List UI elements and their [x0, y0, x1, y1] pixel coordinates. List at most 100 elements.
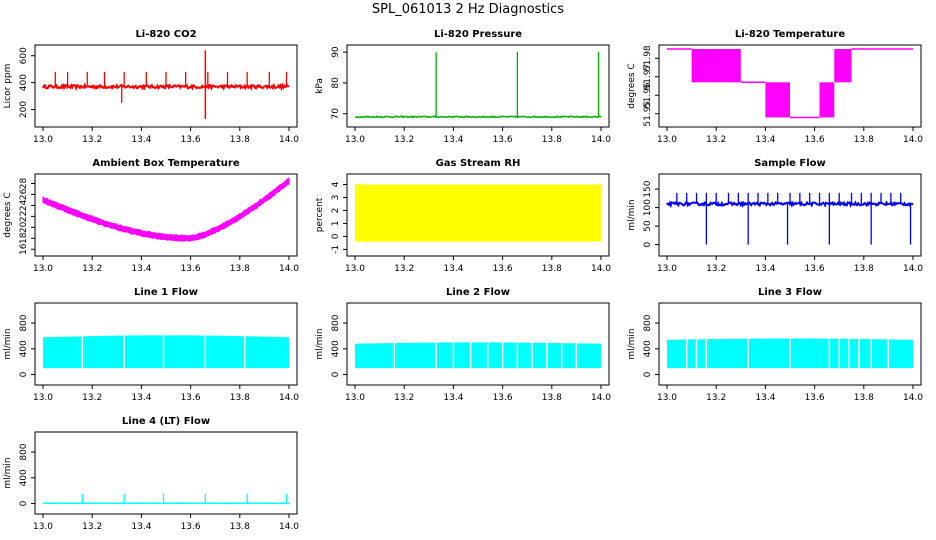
- x-tick-label: 13.2: [82, 522, 102, 532]
- y-tick-label: 16: [19, 243, 29, 255]
- x-tick-label: 13.6: [181, 522, 201, 532]
- x-tick-label: 13.6: [805, 264, 825, 274]
- chart-title: Line 1 Flow: [134, 287, 198, 298]
- x-tick-label: 13.0: [33, 135, 53, 145]
- y-tick-label: 0: [19, 371, 29, 377]
- x-tick-label: 14.0: [279, 264, 299, 274]
- x-tick-label: 13.4: [131, 393, 151, 403]
- x-tick-label: 13.6: [493, 135, 513, 145]
- y-tick-label: 20: [19, 221, 29, 233]
- x-tick-label: 13.8: [854, 264, 874, 274]
- x-tick-label: 13.0: [657, 264, 677, 274]
- chart-title: Li-820 CO2: [135, 29, 196, 40]
- x-tick-label: 14.0: [903, 264, 923, 274]
- y-axis-label: degrees C: [3, 192, 13, 237]
- y-tick-label: 2: [331, 208, 341, 214]
- y-tick-label: 0: [643, 371, 653, 377]
- x-tick-label: 13.0: [33, 522, 53, 532]
- x-tick-label: 13.2: [706, 393, 726, 403]
- chart-line3: Line 3 Flow ml/min 0 400 800 13.0 13.2 13.4 13.6…: [627, 287, 923, 403]
- y-axis-label: Licor ppm: [3, 64, 13, 109]
- series-band: [834, 49, 852, 83]
- x-tick-label: 13.6: [493, 264, 513, 274]
- x-tick-label: 13.6: [181, 264, 201, 274]
- x-tick-label: 13.2: [82, 264, 102, 274]
- x-tick-label: 13.0: [33, 264, 53, 274]
- x-tick-label: 13.2: [82, 135, 102, 145]
- x-tick-label: 13.0: [657, 135, 677, 145]
- x-tick-label: 13.0: [345, 393, 365, 403]
- plot-frame: [658, 173, 922, 257]
- chart-title: Sample Flow: [754, 158, 826, 169]
- x-tick-label: 13.4: [443, 264, 463, 274]
- x-tick-label: 14.0: [591, 393, 611, 403]
- plot-frame: [346, 173, 610, 257]
- y-tick-label: 50: [643, 220, 653, 232]
- y-axis-label: ml/min: [627, 199, 637, 230]
- series-band: [691, 49, 741, 83]
- y-tick-label: 28: [19, 177, 29, 189]
- x-tick-label: 13.8: [542, 135, 562, 145]
- x-tick-label: 14.0: [903, 393, 923, 403]
- x-tick-label: 13.8: [230, 522, 250, 532]
- plot-frame: [658, 44, 922, 128]
- chart-ambient: Ambient Box Temperature degrees C 16182022…: [3, 158, 299, 274]
- x-tick-label: 13.4: [443, 135, 463, 145]
- y-tick-label: 800: [19, 443, 29, 460]
- y-tick-label: 0: [331, 233, 341, 239]
- series-band: [43, 335, 289, 369]
- plot-frame: [34, 302, 298, 386]
- series-line: [666, 200, 914, 209]
- x-tick-label: 14.0: [279, 135, 299, 145]
- y-tick-label: 150: [643, 180, 653, 197]
- plot-frame: [34, 173, 298, 257]
- chart-co2: Li-820 CO2 Licor ppm 200 400 600 13.0 13.2 13.4…: [3, 29, 299, 145]
- page-title: SPL_061013 2 Hz Diagnostics: [371, 2, 565, 17]
- series-band: [355, 342, 601, 369]
- x-tick-label: 14.0: [903, 135, 923, 145]
- chart-title: Li-820 Temperature: [735, 29, 845, 40]
- chart-title: Line 2 Flow: [446, 287, 510, 298]
- y-tick-label: 0: [643, 241, 653, 247]
- chart-sample: Sample Flow ml/min 0 50 100 150 13.0 13.2 13.4 13…: [627, 158, 923, 274]
- x-tick-label: 13.6: [493, 393, 513, 403]
- x-tick-label: 13.4: [443, 393, 463, 403]
- x-tick-label: 14.0: [591, 135, 611, 145]
- x-tick-label: 13.6: [181, 393, 201, 403]
- y-tick-label: 100: [643, 199, 653, 216]
- x-tick-label: 13.4: [755, 264, 775, 274]
- x-tick-label: 13.8: [854, 393, 874, 403]
- chart-line1: Line 1 Flow ml/min 0 400 800 13.0 13.2 13.4 13.6…: [3, 287, 299, 403]
- x-tick-label: 13.8: [230, 264, 250, 274]
- x-tick-label: 13.0: [657, 393, 677, 403]
- y-tick-label: 400: [643, 340, 653, 357]
- y-tick-label: 26: [19, 188, 29, 200]
- y-axis-label: ml/min: [627, 328, 637, 359]
- chart-title: Gas Stream RH: [436, 158, 521, 169]
- y-tick-label: 400: [19, 340, 29, 357]
- x-tick-label: 13.2: [82, 393, 102, 403]
- y-tick-label: 51.97: [643, 64, 653, 90]
- series-band: [765, 82, 790, 118]
- x-tick-label: 13.4: [131, 264, 151, 274]
- y-axis-label: ml/min: [3, 457, 13, 488]
- series-band: [355, 184, 601, 242]
- x-tick-label: 14.0: [279, 522, 299, 532]
- x-tick-label: 13.0: [345, 135, 365, 145]
- y-tick-label: 400: [19, 74, 29, 91]
- y-axis-label: kPa: [315, 78, 325, 94]
- x-tick-label: 13.4: [755, 393, 775, 403]
- x-tick-label: 13.2: [706, 264, 726, 274]
- chart-line4: Line 4 (LT) Flow ml/min 0 400 800 13.0 13.2 13.…: [3, 416, 299, 532]
- y-axis-label: ml/min: [3, 328, 13, 359]
- x-tick-label: 13.4: [131, 135, 151, 145]
- y-tick-label: 3: [331, 195, 341, 201]
- y-tick-label: -1: [331, 245, 341, 254]
- y-tick-label: 70: [331, 108, 341, 120]
- plot-frame: [34, 431, 298, 515]
- x-tick-label: 13.8: [542, 264, 562, 274]
- plot-frame: [346, 44, 610, 128]
- y-tick-label: 400: [331, 340, 341, 357]
